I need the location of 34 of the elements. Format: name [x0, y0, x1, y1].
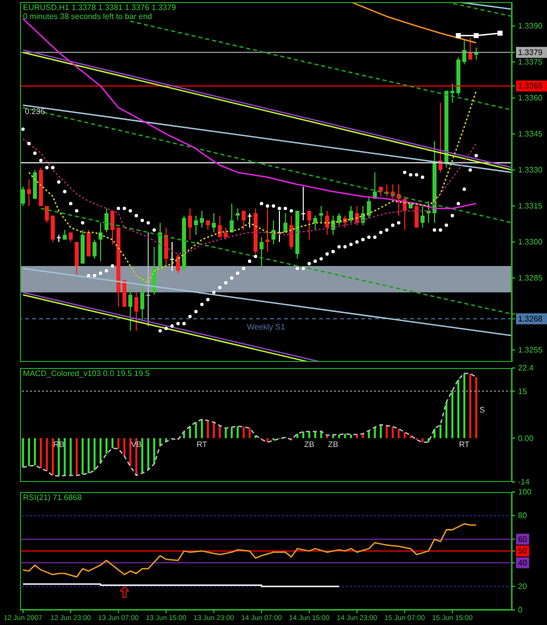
y-tick-label: 1.3365 — [518, 82, 544, 91]
annotation: S — [480, 405, 485, 414]
annotation: ZB — [328, 440, 338, 449]
y-tick-label: 1.3300 — [518, 238, 544, 247]
y-tick-label: 1.3360 — [518, 94, 544, 103]
chart-title: EURUSD,H1 1.3378 1.3381 1.3376 1.3379 — [23, 3, 176, 12]
y-tick-label: 0 — [518, 606, 523, 615]
annotation: ZB — [304, 440, 314, 449]
y-tick-label: 1.3379 — [518, 48, 544, 58]
ref-line-label: Weekly S1 — [246, 322, 286, 332]
y-tick-label: 20 — [518, 582, 528, 592]
y-tick-label: 1.3268 — [518, 314, 544, 324]
y-tick-label: 22.4 — [518, 364, 534, 373]
y-tick-label: 100 — [518, 488, 532, 497]
y-tick-label: 0.00 — [518, 434, 534, 443]
y-tick-label: 1.3330 — [518, 166, 544, 175]
y-tick-label: 1.3375 — [518, 58, 544, 67]
chart-title: MACD_Colored_v103 0.0 19.5 19.5 — [23, 369, 150, 378]
annotation: RT — [459, 440, 470, 449]
y-tick-label: -14 — [518, 478, 530, 487]
y-tick-label: 1.3285 — [518, 274, 544, 283]
text: 0 minutes 38 seconds left to bar end — [23, 12, 153, 21]
y-tick-label: 1.3255 — [518, 346, 544, 355]
y-tick-label: 50 — [518, 546, 528, 556]
y-tick-label: 15 — [518, 386, 528, 396]
chart-title: RSI(21) 71.6868 — [23, 493, 82, 502]
y-tick-label: 1.3345 — [518, 130, 544, 139]
y-tick-label: 1.3315 — [518, 202, 544, 211]
annotation: 0.236 — [24, 106, 46, 116]
y-tick-label: 1.3390 — [518, 22, 544, 31]
y-tick-label: 40 — [518, 558, 528, 568]
y-tick-label: 60 — [518, 534, 528, 544]
annotation: RT — [196, 440, 208, 449]
y-tick-label: 80 — [518, 511, 528, 520]
